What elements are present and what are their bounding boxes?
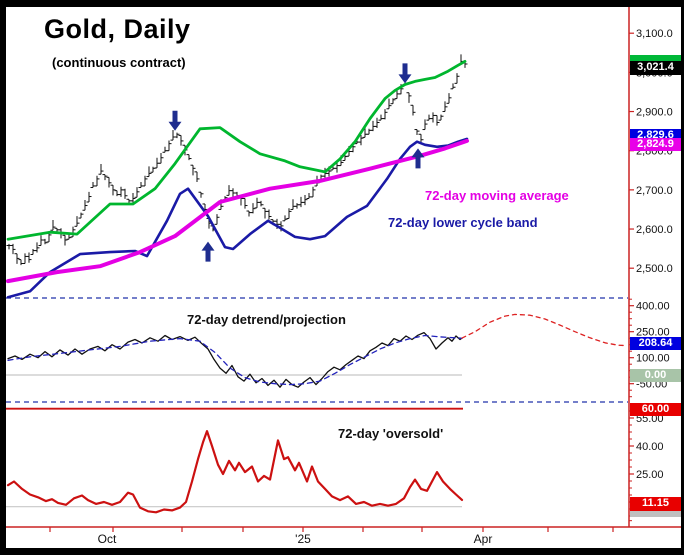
last-price-box: 3,021.4 <box>630 61 681 75</box>
chart-title: Gold, Daily <box>44 14 191 44</box>
x-axis-label: Oct <box>98 532 117 546</box>
series-oversold <box>6 430 464 514</box>
detrend-value-box: 208.64 <box>630 337 681 350</box>
moving-average-label: 72-day moving average <box>425 188 569 203</box>
y-tick-label: 400.00 <box>636 301 670 313</box>
series-72-day moving average <box>6 138 469 284</box>
y-tick-label: 2,500.0 <box>636 263 673 275</box>
series-72-day upper cycle band <box>6 60 467 241</box>
x-axis-label: '25 <box>295 532 311 546</box>
y-tick-label: 25.00 <box>636 469 664 481</box>
y-tick-label: 3,100.0 <box>636 28 673 40</box>
y-tick-label: 250.00 <box>636 327 670 339</box>
y-tick-label: 2,700.0 <box>636 185 673 197</box>
y-tick-label: 2,600.0 <box>636 224 673 236</box>
oversold-label: 72-day 'oversold' <box>338 426 444 441</box>
y-tick-label: 40.00 <box>636 441 664 453</box>
detrend-label: 72-day detrend/projection <box>187 312 346 327</box>
series-72-day lower cycle band <box>6 137 469 299</box>
lower-band-label: 72-day lower cycle band <box>388 215 538 230</box>
oversold-value-box: 11.15 <box>630 497 681 511</box>
up-arrow <box>201 241 215 262</box>
y-tick-label: 55.00 <box>636 413 664 425</box>
moving-average-value-box: 2,824.9 <box>630 138 681 151</box>
down-arrow <box>398 63 412 84</box>
x-axis-label: Apr <box>474 532 493 546</box>
oversold-threshold-box: 60.00 <box>630 403 681 416</box>
y-tick-label: 100.00 <box>636 353 670 365</box>
series-detrend-smoothed <box>7 334 463 386</box>
chart-subtitle: (continuous contract) <box>52 55 186 70</box>
series-detrend <box>7 331 463 388</box>
series-projection <box>461 313 628 347</box>
up-arrow <box>411 148 425 169</box>
detrend-zero-box: 0.00 <box>630 369 681 382</box>
down-arrow <box>168 110 182 131</box>
y-tick-label: 2,900.0 <box>636 107 673 119</box>
